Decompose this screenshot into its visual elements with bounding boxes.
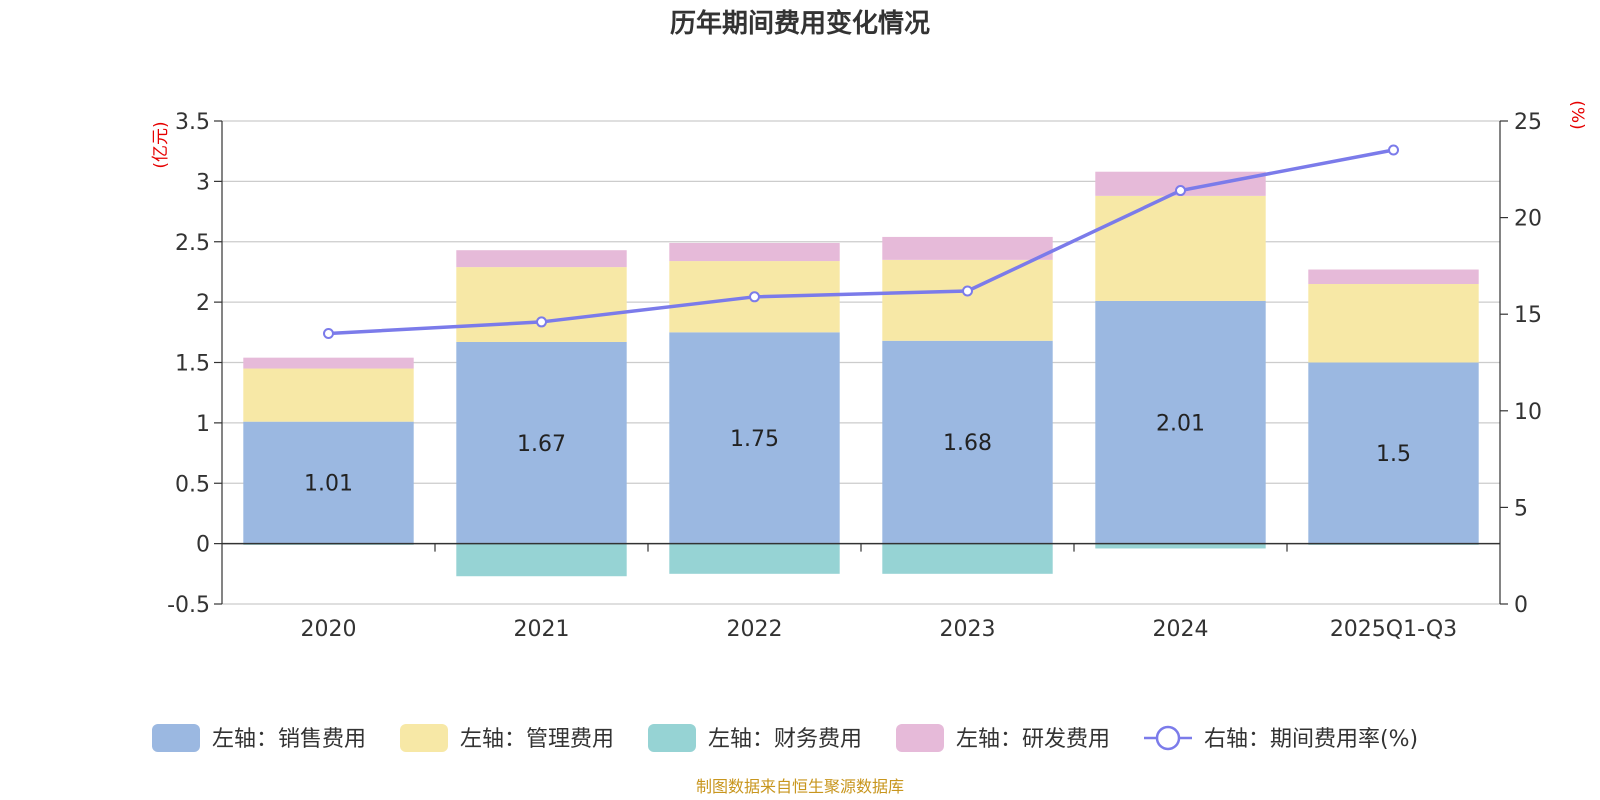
- legend-swatch: [648, 724, 696, 752]
- legend-label: 左轴：财务费用: [708, 727, 862, 752]
- legend-label: 左轴：研发费用: [956, 727, 1110, 752]
- bar-value-label: 1.5: [1376, 442, 1411, 467]
- legend-swatch: [152, 724, 200, 752]
- line-point: [749, 291, 760, 303]
- bar-segment: [882, 259, 1053, 341]
- bar-segment: [1308, 362, 1479, 544]
- bar-segment: [1095, 300, 1266, 544]
- right-axis-tick-label: 10: [1514, 400, 1542, 425]
- line-point: [1388, 144, 1399, 156]
- left-axis-tick-label: 0.5: [175, 472, 210, 497]
- left-axis-tick-label: 3: [196, 170, 210, 195]
- bar-segment: [456, 341, 627, 544]
- legend: 左轴：销售费用 左轴：管理费用 左轴：财务费用 左轴：研发费用 右轴：期间费用率(%): [152, 724, 1418, 752]
- expense-rate-line: [323, 144, 1399, 340]
- bar-segment: [243, 368, 414, 422]
- grid-lines: [222, 120, 1500, 605]
- bar-segment: [456, 543, 627, 577]
- bar-value-labels: 1.01 1.67 1.75 1.68 2.01 1.5: [304, 411, 1411, 496]
- bar-value-label: 2.01: [1156, 411, 1205, 436]
- x-axis-tick-label: 2025Q1-Q3: [1330, 617, 1457, 642]
- x-axis-tick-label: 2022: [727, 617, 783, 642]
- legend-swatch: [896, 724, 944, 752]
- x-axis-tick-label: 2024: [1153, 617, 1209, 642]
- bar-value-label: 1.75: [730, 427, 779, 452]
- bar-segment: [1095, 195, 1266, 301]
- chart-title: 历年期间费用变化情况: [670, 8, 930, 39]
- left-axis-tick-label: 2: [196, 291, 210, 316]
- right-axis-unit: (%): [1567, 100, 1587, 129]
- bars: [243, 171, 1479, 577]
- left-axis-tick-label: 1: [196, 412, 210, 437]
- bar-segment: [669, 242, 840, 262]
- x-axis-tick-label: 2021: [514, 617, 570, 642]
- bar-segment: [456, 267, 627, 342]
- right-axis-tick-label: 20: [1514, 207, 1542, 232]
- line-point: [323, 328, 334, 340]
- line-point: [536, 316, 547, 328]
- bar-value-label: 1.68: [943, 431, 992, 456]
- left-axis-tick-label: 2.5: [175, 231, 210, 256]
- bar-segment: [1095, 543, 1266, 549]
- expense-rate-polyline: [328, 148, 1394, 336]
- bar-segment: [1308, 269, 1479, 285]
- right-axis-tick-label: 15: [1514, 303, 1542, 328]
- line-point: [962, 285, 973, 297]
- bar-segment: [882, 236, 1053, 260]
- line-point: [1175, 185, 1186, 197]
- bar-value-label: 1.01: [304, 472, 353, 497]
- x-axis-tick-label: 2020: [301, 617, 357, 642]
- right-axis-tick-label: 25: [1514, 110, 1542, 135]
- legend-label: 左轴：管理费用: [460, 727, 614, 752]
- bar-segment: [1308, 284, 1479, 363]
- left-axis-tick-label: 0: [196, 533, 210, 558]
- legend-label: 左轴：销售费用: [212, 727, 366, 752]
- left-axis-tick-label: -0.5: [167, 593, 210, 618]
- bar-value-label: 1.67: [517, 432, 566, 457]
- source-note: 制图数据来自恒生聚源数据库: [696, 777, 904, 796]
- axes: -0.5 0 0.5 1 1.5 2 2.5 3 3.5 0 5 10 15 20 25 2020 2021 20…: [167, 110, 1542, 642]
- bar-segment: [882, 543, 1053, 574]
- right-axis-tick-label: 5: [1514, 496, 1528, 521]
- right-axis-tick-label: 0: [1514, 593, 1528, 618]
- legend-swatch: [400, 724, 448, 752]
- left-axis-tick-label: 1.5: [175, 352, 210, 377]
- bar-segment: [669, 543, 840, 574]
- left-axis-tick-label: 3.5: [175, 110, 210, 135]
- bar-segment: [669, 332, 840, 544]
- bar-segment: [243, 357, 414, 369]
- x-axis-tick-label: 2023: [940, 617, 996, 642]
- left-axis-unit: (亿元): [151, 121, 171, 168]
- bar-segment: [243, 421, 414, 544]
- legend-label: 右轴：期间费用率(%): [1204, 727, 1418, 752]
- legend-circle-icon: [1155, 725, 1181, 751]
- bar-segment: [882, 340, 1053, 544]
- bar-segment: [456, 250, 627, 268]
